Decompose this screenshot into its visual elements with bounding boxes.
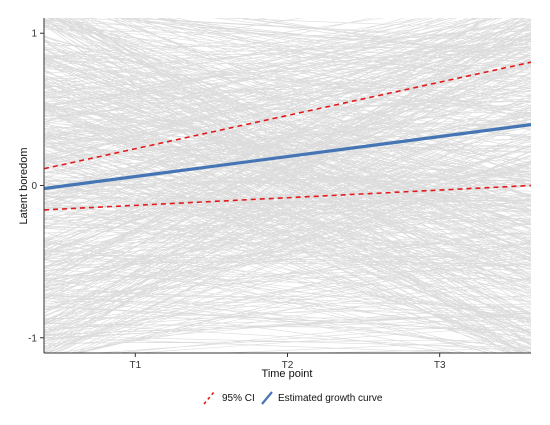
legend-growth-swatch xyxy=(261,391,273,405)
legend-growth-label: Estimated growth curve xyxy=(278,393,383,404)
x-tick-label: T3 xyxy=(434,360,446,371)
x-tick-label: T2 xyxy=(282,360,294,371)
y-tick-label: -1 xyxy=(28,333,37,344)
series-layer xyxy=(44,61,531,211)
y-ticks: -1 0 1 xyxy=(28,29,44,344)
individual-trajectory-lines xyxy=(44,18,531,353)
legend-ci-swatch xyxy=(203,391,215,405)
y-axis-title: Latent boredom xyxy=(18,147,30,224)
x-ticks: T1 T2 T3 xyxy=(129,353,446,371)
individual-trajectories xyxy=(44,18,531,353)
x-axis-title: Time point xyxy=(262,368,313,380)
legend-ci-label: 95% CI xyxy=(222,393,255,404)
ci-lower-line xyxy=(44,184,531,211)
legend: 95% CI Estimated growth curve xyxy=(203,391,383,405)
growth-curve-line xyxy=(44,123,531,191)
y-tick-label: 1 xyxy=(31,29,37,40)
ci-upper-line xyxy=(44,61,531,170)
x-tick-label: T1 xyxy=(129,360,141,371)
plot-area xyxy=(44,18,531,353)
y-tick-label: 0 xyxy=(31,181,37,192)
